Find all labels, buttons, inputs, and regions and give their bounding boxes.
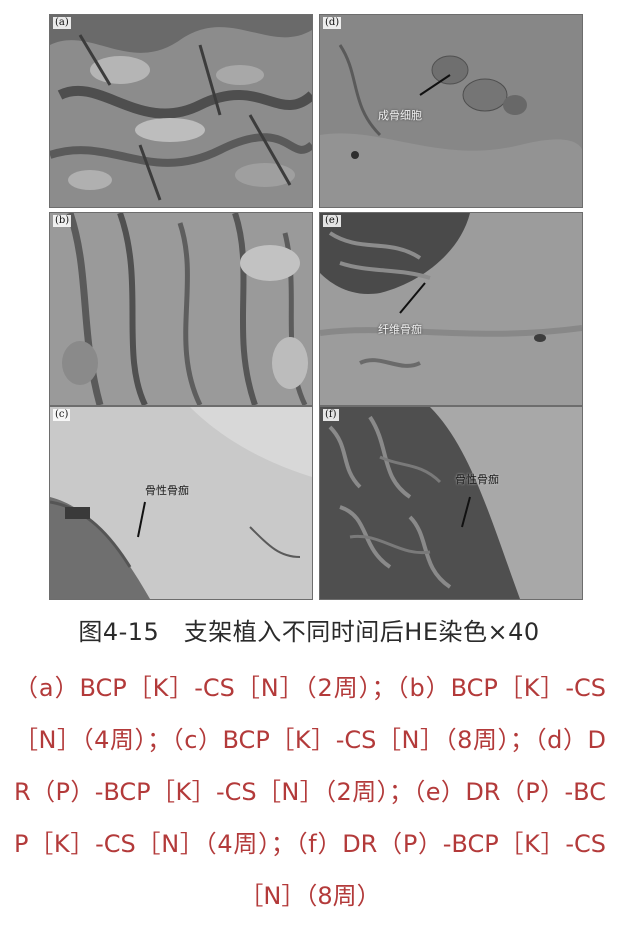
micrograph-panel-a: (a) xyxy=(49,14,313,208)
micrograph-panel-c: (c) 骨性骨痂 xyxy=(49,406,313,600)
figure-caption: 图4-15 支架植入不同时间后HE染色×40 xyxy=(78,618,540,646)
micrograph-d-image xyxy=(320,15,582,207)
annotation-label: 骨性骨痂 xyxy=(455,473,499,486)
micrograph-panel-e: (e) 纤维骨痂 xyxy=(319,212,583,406)
micrograph-a-image xyxy=(50,15,312,207)
panel-tag: (c) xyxy=(53,409,71,421)
annotation-label: 骨性骨痂 xyxy=(145,484,189,497)
micrograph-c-image xyxy=(50,407,312,599)
panel-tag: (d) xyxy=(323,17,342,29)
annotation-label: 纤维骨痂 xyxy=(378,323,422,336)
panel-tag: (a) xyxy=(53,17,71,29)
micrograph-panel-f: (f) 骨性骨痂 xyxy=(319,406,583,600)
micrograph-panel-d: (d) 成骨细胞 xyxy=(319,14,583,208)
panel-tag: (b) xyxy=(53,215,72,227)
micrograph-e-image xyxy=(320,213,582,405)
annotation-arrow xyxy=(399,282,426,314)
annotation-arrow xyxy=(461,496,471,528)
micrograph-f-image xyxy=(320,407,582,599)
annotation-arrow xyxy=(137,501,146,538)
micrograph-b-image xyxy=(50,213,312,405)
panel-tag: (f) xyxy=(323,409,339,421)
annotation-label: 成骨细胞 xyxy=(378,109,422,122)
panel-tag: (e) xyxy=(323,215,341,227)
annotation-arrow xyxy=(419,74,451,96)
micrograph-panel-b: (b) xyxy=(49,212,313,406)
figure-subcaption: （a）BCP［K］-CS［N］（2周）；（b）BCP［K］-CS［N］（4周）；… xyxy=(14,674,606,910)
